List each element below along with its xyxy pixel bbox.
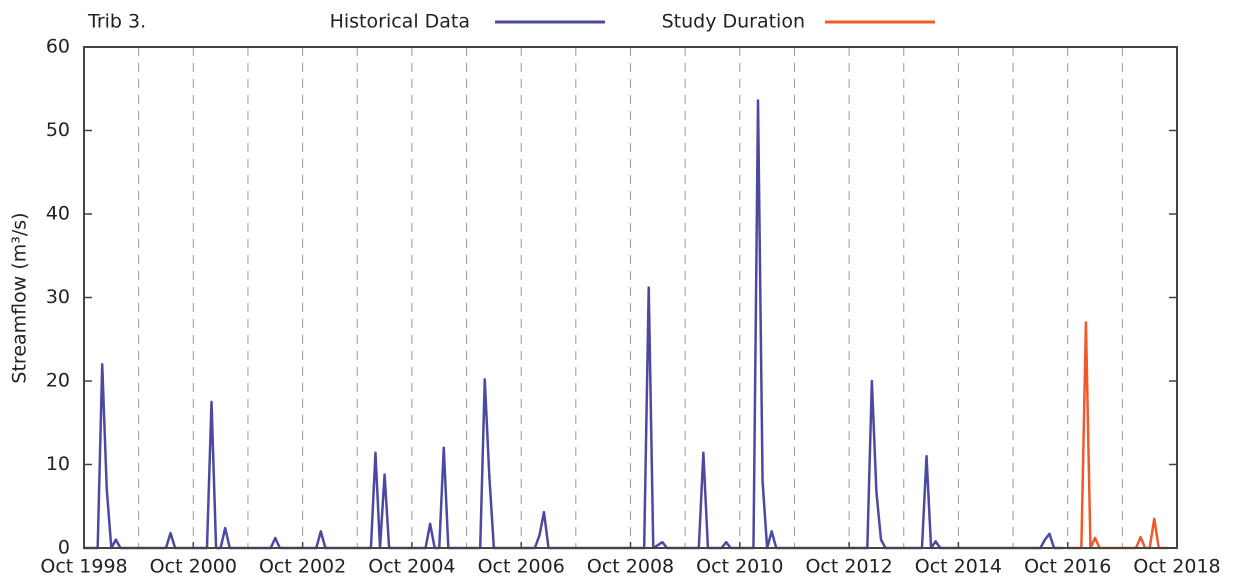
x-tick-label: Oct 2016 [1024, 556, 1111, 578]
y-tick-label: 40 [46, 203, 70, 225]
data-line [1067, 321, 1168, 550]
y-tick-label: 30 [46, 286, 70, 308]
x-tick-label: Oct 2000 [150, 556, 237, 578]
y-axis-label: Streamflow (m³/s) [9, 212, 31, 383]
plot-frame [83, 46, 1178, 549]
x-tick-label: Oct 2010 [696, 556, 783, 578]
x-tick-label: Oct 2002 [259, 556, 346, 578]
y-tick-label: 0 [58, 537, 70, 559]
y-tick-label: 20 [46, 370, 70, 392]
y-tick-label: 60 [46, 36, 70, 58]
x-tick-label: Oct 1998 [40, 556, 127, 578]
legend-label: Study Duration [662, 11, 805, 33]
x-tick-label: Oct 2006 [478, 556, 565, 578]
x-tick-label: Oct 2014 [915, 556, 1002, 578]
x-tick-label: Oct 2018 [1133, 556, 1220, 578]
chart-title: Trib 3. [87, 11, 146, 33]
y-tick-label: 50 [46, 119, 70, 141]
legend-label: Historical Data [330, 11, 470, 33]
data-line [84, 99, 1064, 550]
y-tick-label: 10 [46, 453, 70, 475]
x-tick-label: Oct 2004 [368, 556, 455, 578]
x-tick-label: Oct 2012 [805, 556, 892, 578]
x-tick-label: Oct 2008 [587, 556, 674, 578]
